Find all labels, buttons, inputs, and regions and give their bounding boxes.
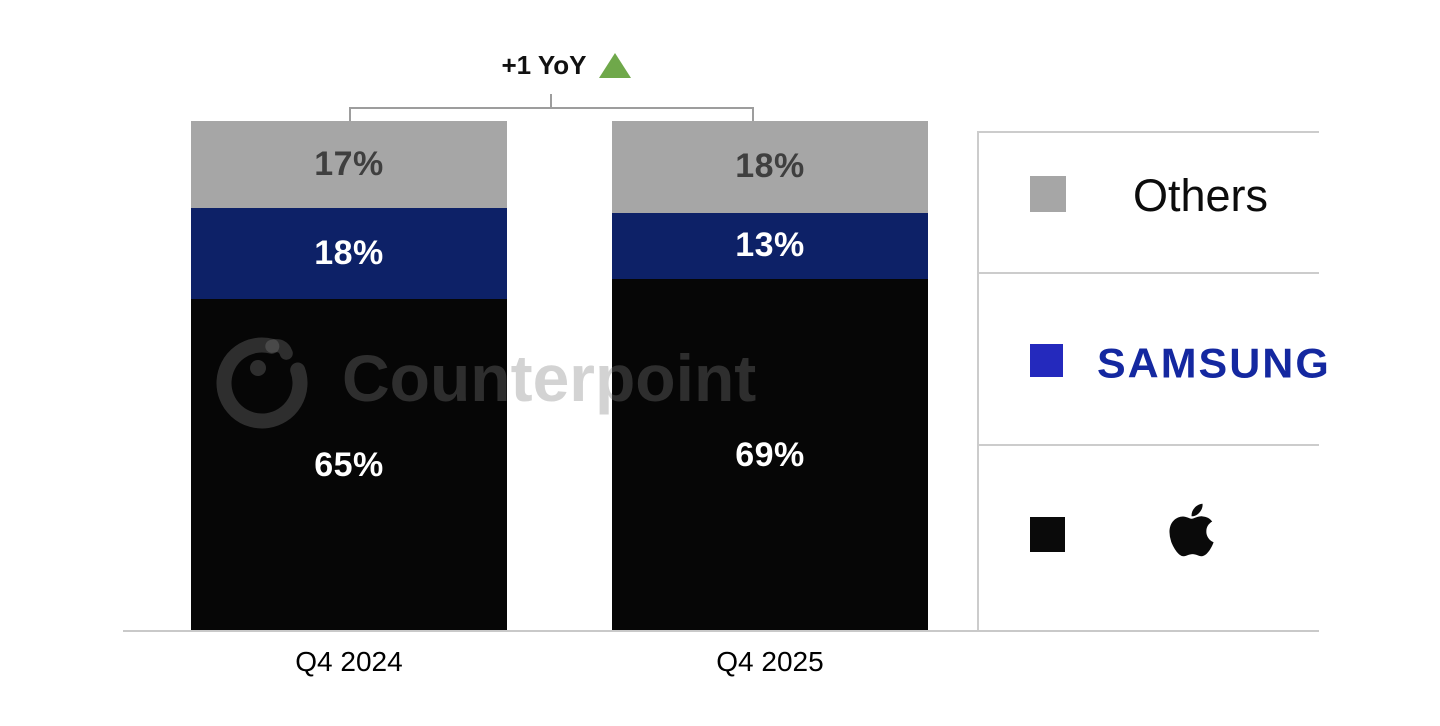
yoy-annotation-label: +1 YoY bbox=[501, 49, 587, 80]
bar-q4-2024: 17% 18% 65% bbox=[191, 121, 507, 631]
legend-divider-mid bbox=[977, 272, 1319, 274]
legend-left-border bbox=[977, 131, 979, 630]
legend-swatch-others bbox=[1030, 176, 1066, 212]
legend-divider-top bbox=[977, 131, 1319, 133]
bar-segment-apple: 69% bbox=[612, 279, 928, 631]
bar-segment-value: 17% bbox=[314, 144, 384, 183]
bar-segment-apple: 65% bbox=[191, 299, 507, 631]
bar-segment-value: 65% bbox=[314, 445, 384, 484]
bracket-line bbox=[349, 107, 754, 109]
samsung-wordmark: SAMSUNG bbox=[1097, 341, 1331, 388]
up-triangle-icon bbox=[598, 52, 631, 78]
bar-segment-value: 13% bbox=[735, 226, 805, 265]
legend-label-others: Others bbox=[1133, 170, 1269, 221]
bar-segment-value: 69% bbox=[735, 435, 805, 474]
bar-q4-2025: 18% 13% 69% bbox=[612, 121, 928, 631]
x-axis-label-q4-2024: Q4 2024 bbox=[295, 646, 403, 677]
bar-segment-others: 18% bbox=[612, 121, 928, 213]
x-axis-label-q4-2025: Q4 2025 bbox=[716, 646, 824, 677]
bar-segment-others: 17% bbox=[191, 121, 507, 208]
bar-segment-value: 18% bbox=[314, 234, 384, 273]
bar-segment-samsung: 18% bbox=[191, 207, 507, 300]
yoy-annotation: +1 YoY bbox=[441, 48, 691, 82]
legend-swatch-apple bbox=[1030, 517, 1065, 552]
legend-swatch-samsung bbox=[1030, 344, 1063, 377]
bracket-right-tick bbox=[752, 108, 754, 122]
bar-segment-samsung: 13% bbox=[612, 212, 928, 280]
bracket-left-tick bbox=[349, 108, 351, 122]
x-axis-line bbox=[123, 630, 1319, 632]
legend-divider-bottom bbox=[977, 444, 1319, 446]
bar-segment-value: 18% bbox=[735, 147, 805, 186]
apple-logo-icon bbox=[1169, 503, 1214, 557]
bracket-center-tick bbox=[550, 94, 552, 108]
